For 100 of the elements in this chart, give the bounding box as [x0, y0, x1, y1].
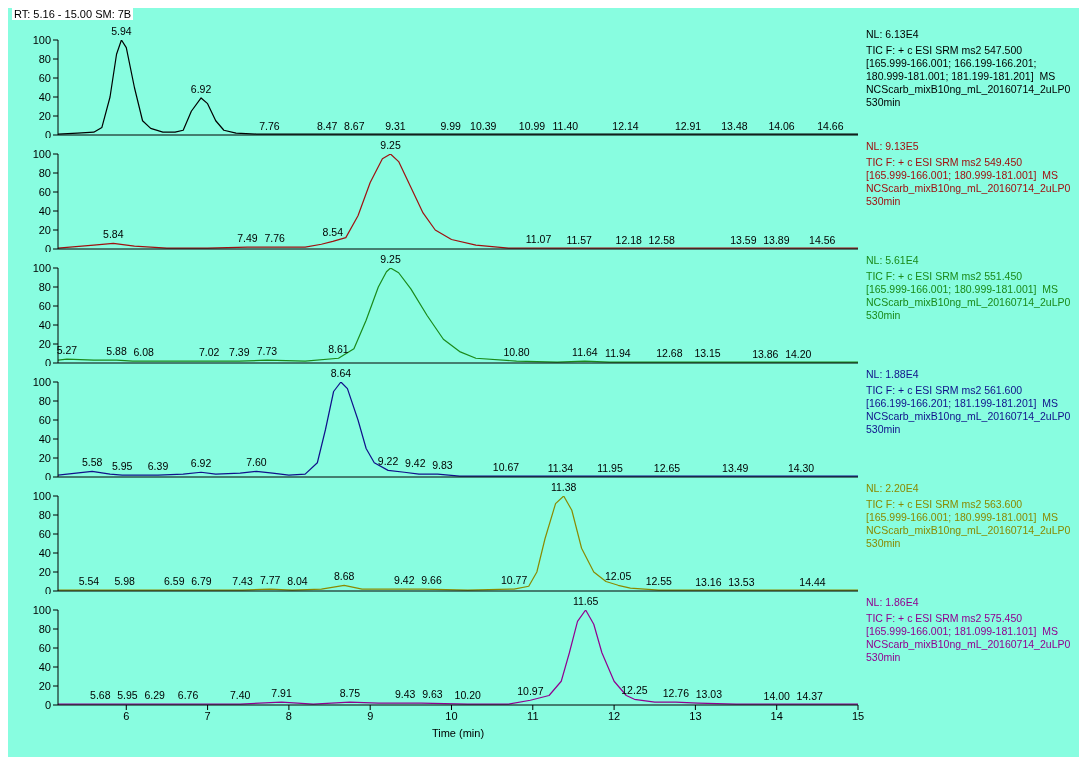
- annotation: 11.57: [566, 233, 593, 246]
- y-tick-label: 20: [38, 565, 51, 578]
- annotation: 9.25: [380, 253, 401, 265]
- y-tick-label: 40: [38, 546, 51, 559]
- text: NCScarb_mixB10ng_mL_20160714_2uLP0: [866, 410, 1071, 423]
- text: [165.999-166.001; 180.999-181.001] MS: [866, 283, 1060, 296]
- x-tick-label: 12: [607, 709, 621, 722]
- chart-title: RT: 5.16 - 15.00 SM: 7B: [12, 8, 134, 20]
- annotation: 8.61: [328, 343, 349, 356]
- y-tick-label: 100: [32, 261, 51, 274]
- text: 530min: [866, 651, 902, 664]
- y-tick-label: 20: [38, 223, 51, 236]
- text: [166.199-166.201; 181.199-181.201] MS: [866, 397, 1060, 410]
- annotation: 7.91: [271, 687, 292, 700]
- annotation: 11.94: [605, 347, 631, 360]
- text: 530min: [866, 423, 902, 436]
- annotation: 8.75: [339, 687, 361, 700]
- annotation: 8.67: [344, 119, 365, 132]
- y-tick-label: 40: [38, 660, 51, 673]
- annotation: 9.83: [432, 459, 453, 472]
- annotation: 12.68: [656, 347, 683, 360]
- text: NCScarb_mixB10ng_mL_20160714_2uLP0: [866, 524, 1071, 537]
- x-tick-label: 10: [445, 709, 458, 722]
- text: 530min: [866, 195, 902, 208]
- text: [165.999-166.001; 166.199-166.201;: [866, 57, 1038, 70]
- annotation: 9.66: [421, 574, 442, 587]
- annotation: 14.20: [785, 347, 812, 360]
- y-tick-label: 60: [38, 299, 51, 312]
- annotation: 12.65: [653, 461, 681, 474]
- annotation: 11.34: [547, 461, 574, 474]
- y-tick-label: 20: [38, 679, 51, 692]
- text: TIC F: + c ESI SRM ms2 563.600: [866, 498, 1024, 511]
- annotation: 11.65: [572, 595, 599, 607]
- y-tick-label: 20: [38, 109, 51, 122]
- annotation: 5.68: [90, 689, 111, 702]
- text: NL: 1.88E4: [866, 368, 920, 381]
- y-tick-label: 60: [38, 185, 51, 198]
- annotation: 10.80: [503, 346, 530, 359]
- annotation: 14.00: [763, 689, 790, 702]
- annotation: 13.48: [721, 119, 748, 132]
- annotation: 11.38: [550, 481, 577, 493]
- text: NL: 5.61E4: [866, 254, 920, 267]
- annotation: 10.99: [518, 119, 546, 132]
- annotation: 9.63: [422, 688, 443, 701]
- x-tick-label: 11: [527, 709, 539, 722]
- y-tick-label: 100: [32, 603, 51, 616]
- annotation: 12.91: [674, 119, 702, 132]
- annotation: 6.92: [190, 82, 212, 95]
- annotation: 10.77: [500, 574, 528, 587]
- text: NCScarb_mixB10ng_mL_20160714_2uLP0: [866, 296, 1071, 309]
- y-tick-label: 60: [38, 641, 51, 654]
- y-tick-label: 80: [38, 508, 51, 521]
- annotation: 7.43: [232, 575, 253, 588]
- annotation: 8.04: [287, 575, 308, 588]
- annotation: 9.42: [394, 574, 415, 587]
- annotation: 9.42: [405, 457, 426, 470]
- x-axis-title: Time (min): [431, 727, 485, 739]
- annotation: 9.25: [380, 139, 401, 151]
- annotation: 6.08: [133, 346, 155, 359]
- annotation: 7.73: [256, 345, 278, 358]
- text: [165.999-166.001; 180.999-181.001] MS: [866, 511, 1060, 524]
- text: 530min: [866, 537, 902, 550]
- annotation: 6.76: [177, 689, 199, 702]
- text: TIC F: + c ESI SRM ms2 561.600: [866, 384, 1024, 397]
- y-tick-label: 100: [32, 33, 51, 46]
- annotation: 7.77: [259, 574, 281, 587]
- y-tick-label: 80: [38, 280, 51, 293]
- y-tick-label: 20: [38, 337, 51, 350]
- annotation: 5.84: [103, 228, 124, 241]
- text: NCScarb_mixB10ng_mL_20160714_2uLP0: [866, 638, 1071, 651]
- annotation: 11.95: [597, 461, 623, 474]
- annotation: 14.56: [809, 233, 836, 246]
- y-tick-label: 60: [38, 527, 51, 540]
- annotation: 5.98: [114, 575, 136, 588]
- text: NL: 1.86E4: [866, 596, 920, 609]
- text: NCScarb_mixB10ng_mL_20160714_2uLP0: [866, 182, 1071, 195]
- annotation: 12.58: [648, 233, 676, 246]
- annotation: 8.68: [333, 570, 355, 583]
- annotation: 10.39: [470, 119, 497, 132]
- annotation: 10.20: [454, 689, 482, 702]
- text: [165.999-166.001; 180.999-181.001] MS: [866, 169, 1060, 182]
- annotation: 10.97: [517, 685, 544, 698]
- annotation: 9.43: [394, 688, 416, 701]
- x-tick-label: 14: [770, 709, 783, 722]
- annotation: 5.54: [78, 575, 100, 588]
- annotation: 5.94: [111, 25, 132, 37]
- annotation: 9.99: [440, 119, 462, 132]
- y-tick-label: 40: [38, 432, 51, 445]
- y-tick-label: 60: [38, 413, 51, 426]
- y-tick-label: 100: [32, 375, 51, 388]
- y-tick-label: 40: [38, 204, 51, 217]
- annotation: 14.37: [796, 689, 823, 702]
- annotation: 13.53: [728, 575, 755, 588]
- y-tick-label: 100: [32, 147, 51, 160]
- annotation: 13.15: [694, 347, 721, 360]
- text: NL: 9.13E5: [866, 140, 920, 153]
- annotation: 12.18: [615, 233, 643, 246]
- annotation: 12.76: [662, 687, 690, 700]
- x-tick-label: 13: [689, 709, 702, 722]
- annotation: 14.30: [787, 461, 815, 474]
